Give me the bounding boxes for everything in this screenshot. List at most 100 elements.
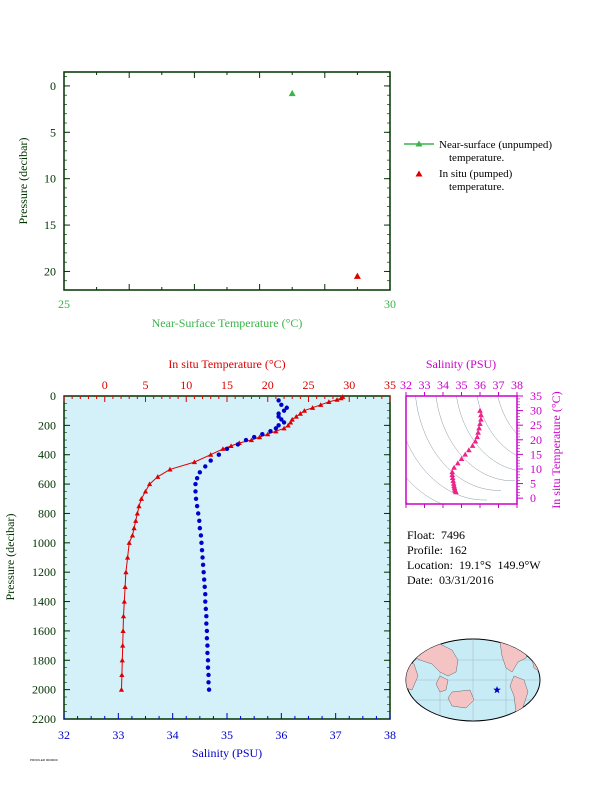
ts-point	[458, 455, 465, 461]
ts-point	[476, 425, 482, 431]
salinity-point	[204, 614, 209, 619]
ts-point	[478, 412, 484, 418]
pressure-tick-label: 200	[38, 418, 56, 432]
ts-point	[478, 416, 484, 422]
salinity-point	[197, 518, 202, 523]
density-contour	[435, 396, 516, 482]
temperature-points	[118, 394, 346, 692]
pressure-tick-label: 1400	[32, 595, 56, 609]
temperature-tick-label: 0	[102, 378, 108, 392]
legend-label-in-situ: In situ (pumped)	[439, 168, 513, 180]
density-contour	[476, 396, 517, 456]
salinity-point	[251, 434, 257, 440]
in-situ-point	[353, 272, 361, 279]
float-location-marker	[493, 686, 501, 694]
temperature-point	[129, 532, 136, 538]
salinity-tick-label: 35	[221, 728, 233, 742]
salinity-point	[205, 658, 211, 663]
temperature-point	[120, 642, 126, 648]
temperature-point	[301, 408, 308, 413]
ts-temperature-tick-label: 15	[530, 447, 542, 461]
temperature-point	[228, 443, 234, 448]
footer-text: PROFILER 0000000	[30, 758, 58, 762]
ts-point	[450, 480, 457, 486]
salinity-point	[205, 650, 210, 656]
near-surface-y-axis-label: Pressure (decibar)	[16, 138, 30, 225]
world-map	[405, 638, 541, 722]
ts-point	[477, 407, 483, 413]
ts-point	[469, 442, 476, 448]
x-tick-label: 30	[384, 297, 396, 311]
pressure-tick-label: 1000	[32, 536, 56, 550]
float-id: Float: 7496	[407, 528, 466, 542]
ts-salinity-tick-label: 35	[456, 378, 468, 392]
salinity-point	[193, 481, 198, 487]
near-surface-panel: 0 5 10 15 20 25 30 Near-Surface Temperature (…	[16, 71, 552, 330]
ts-point	[451, 464, 457, 470]
salinity-point	[281, 420, 287, 425]
profile-number: Profile: 162	[407, 543, 467, 557]
temperature-point	[133, 518, 139, 523]
salinity-point	[279, 402, 284, 408]
y-tick-label: 5	[50, 125, 56, 139]
temperature-point	[124, 554, 131, 560]
pressure-tick-label: 400	[38, 448, 56, 462]
salinity-point	[235, 442, 241, 447]
salinity-point	[206, 687, 212, 692]
temperature-tick-label: 35	[384, 378, 396, 392]
ts-temperature-tick-label: 25	[530, 418, 542, 432]
temperature-point	[119, 672, 125, 678]
temperature-tick-label: 15	[221, 378, 233, 392]
temperature-tick-label: 25	[303, 378, 315, 392]
ts-temperature-tick-label: 5	[530, 477, 536, 491]
density-contour	[415, 396, 502, 491]
salinity-point	[205, 643, 210, 648]
ts-temperature-tick-label: 0	[530, 491, 536, 505]
ts-salinity-tick-label: 33	[419, 378, 431, 392]
temperature-point	[136, 503, 142, 509]
temperature-point	[126, 540, 132, 545]
salinity-axis-label: Salinity (PSU)	[192, 746, 262, 760]
temperature-point	[338, 395, 344, 401]
temperature-point	[120, 613, 127, 619]
salinity-point	[194, 503, 200, 509]
ts-temperature-axis-label: In situ Temperature (°C)	[549, 391, 563, 508]
salinity-point	[203, 592, 208, 597]
salinity-point	[204, 621, 209, 626]
temperature-tick-label: 20	[262, 378, 274, 392]
salinity-point	[194, 476, 200, 481]
ts-temperature-tick-label: 35	[530, 389, 542, 403]
y-tick-label: 0	[50, 79, 56, 93]
salinity-points	[193, 398, 289, 692]
temperature-point	[146, 481, 153, 487]
ts-salinity-ticks: 32 33 34 35 36 37 38	[400, 378, 523, 508]
temperature-point	[326, 399, 332, 404]
pressure-tick-label: 1800	[32, 653, 56, 667]
ts-salinity-tick-label: 32	[400, 378, 412, 392]
salinity-point	[201, 577, 207, 582]
salinity-point	[273, 426, 279, 431]
pressure-axis-label: Pressure (decibar)	[3, 514, 17, 601]
salinity-tick-label: 33	[112, 728, 124, 742]
ts-point	[477, 420, 483, 426]
temperature-point	[289, 416, 295, 422]
pressure-tick-label: 1200	[32, 565, 56, 579]
ts-salinity-tick-label: 36	[474, 378, 486, 392]
salinity-point	[216, 452, 222, 457]
salinity-tick-label: 36	[275, 728, 287, 742]
temperature-point	[281, 425, 287, 431]
salinity-point	[284, 405, 289, 410]
near-surface-y-ticks: 0 5 10 15 20	[44, 76, 390, 291]
temperature-point	[191, 459, 197, 465]
ts-point	[472, 438, 479, 444]
density-contour	[456, 396, 517, 471]
pressure-tick-label: 600	[38, 477, 56, 491]
salinity-tick-label: 38	[384, 728, 396, 742]
y-tick-label: 20	[44, 264, 56, 278]
temperature-point	[265, 431, 271, 437]
salinity-point	[206, 672, 211, 678]
ts-point	[449, 474, 456, 480]
temperature-point	[287, 419, 294, 425]
salinity-point	[203, 464, 208, 469]
ts-salinity-tick-label: 34	[437, 378, 449, 392]
